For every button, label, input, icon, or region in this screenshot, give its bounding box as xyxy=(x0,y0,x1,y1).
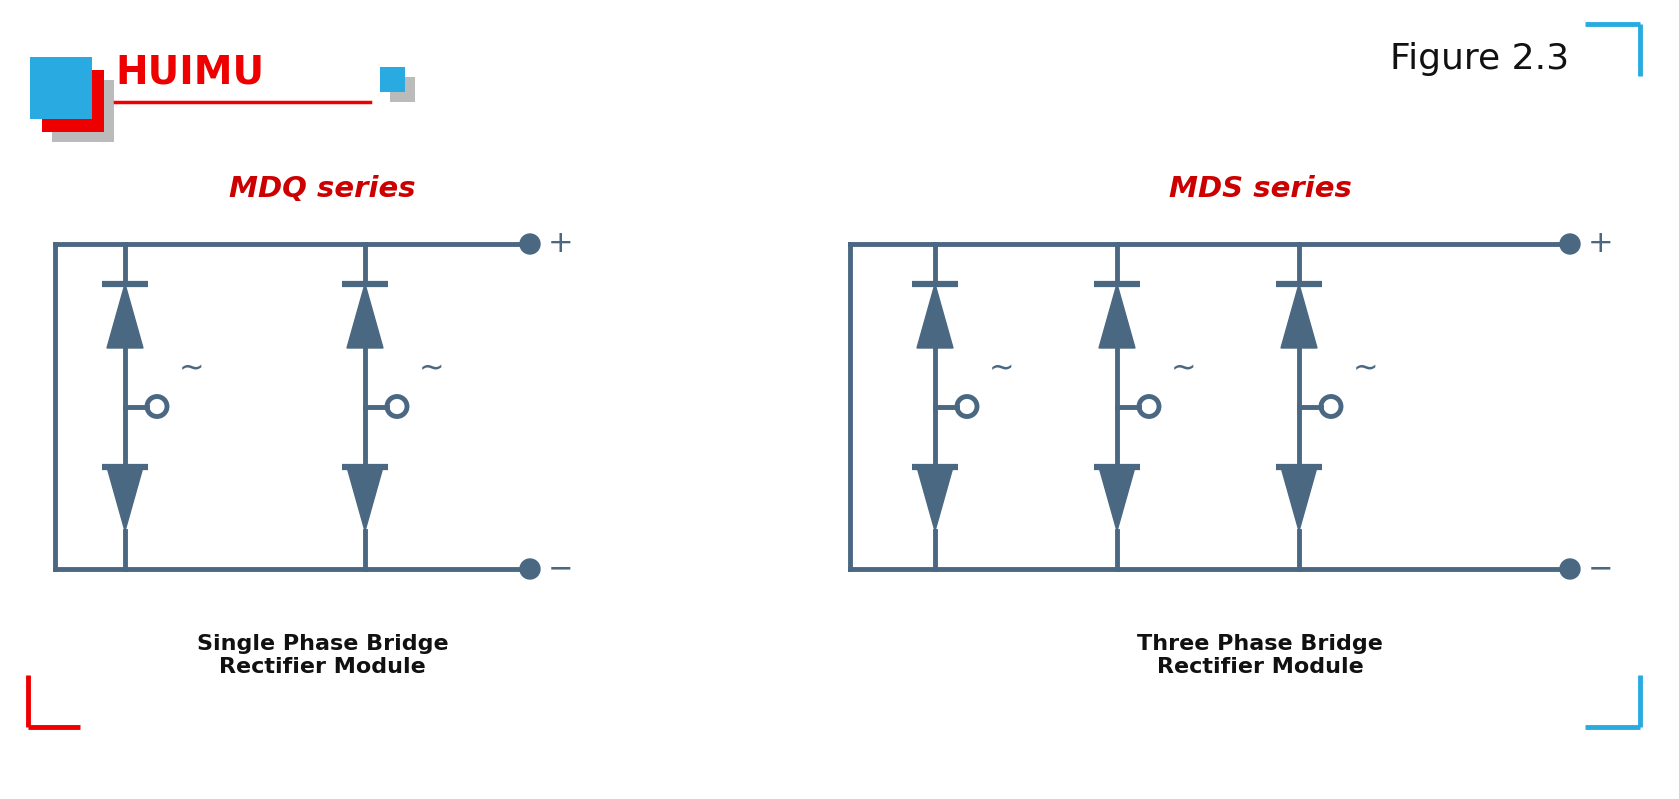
Text: Figure 2.3: Figure 2.3 xyxy=(1390,42,1570,76)
Polygon shape xyxy=(917,284,954,348)
Text: Three Phase Bridge
Rectifier Module: Three Phase Bridge Rectifier Module xyxy=(1137,634,1383,678)
Text: HUIMU: HUIMU xyxy=(114,53,264,91)
Polygon shape xyxy=(348,284,383,348)
Polygon shape xyxy=(107,284,143,348)
Polygon shape xyxy=(1100,467,1135,531)
Circle shape xyxy=(1560,559,1580,579)
Circle shape xyxy=(520,559,541,579)
Text: −: − xyxy=(547,555,574,583)
Text: +: + xyxy=(1588,229,1614,259)
FancyBboxPatch shape xyxy=(52,80,114,142)
Text: MDQ series: MDQ series xyxy=(230,175,416,203)
Polygon shape xyxy=(348,467,383,531)
Text: ∼: ∼ xyxy=(1353,354,1378,383)
Circle shape xyxy=(520,234,541,254)
Text: ∼: ∼ xyxy=(1172,354,1197,383)
Text: +: + xyxy=(547,229,574,259)
Polygon shape xyxy=(1281,467,1316,531)
Polygon shape xyxy=(1100,284,1135,348)
Text: ∼: ∼ xyxy=(420,354,445,383)
Text: Single Phase Bridge
Rectifier Module: Single Phase Bridge Rectifier Module xyxy=(196,634,448,678)
Polygon shape xyxy=(107,467,143,531)
Text: ∼: ∼ xyxy=(989,354,1014,383)
Text: MDS series: MDS series xyxy=(1169,175,1352,203)
Text: ∼: ∼ xyxy=(180,354,205,383)
Circle shape xyxy=(1560,234,1580,254)
FancyBboxPatch shape xyxy=(390,77,415,102)
Text: −: − xyxy=(1588,555,1614,583)
FancyBboxPatch shape xyxy=(42,70,104,132)
Polygon shape xyxy=(917,467,954,531)
FancyBboxPatch shape xyxy=(30,57,92,119)
FancyBboxPatch shape xyxy=(379,67,405,92)
Polygon shape xyxy=(1281,284,1316,348)
